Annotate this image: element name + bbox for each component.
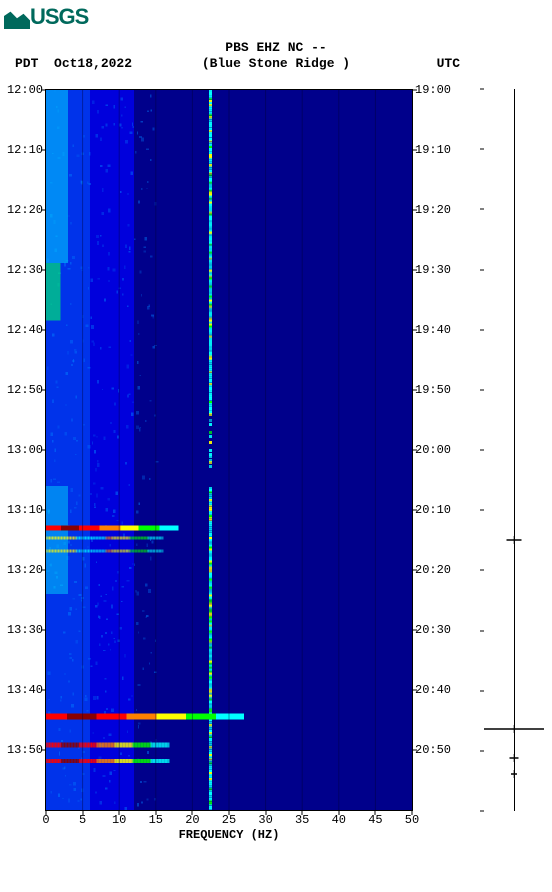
y-tick-right: 20:20	[415, 563, 451, 577]
seis-tick	[480, 329, 484, 330]
y-tick-right: 20:30	[415, 623, 451, 637]
seismograph-event	[484, 528, 544, 530]
y-tick-left: 13:00	[7, 443, 43, 457]
seis-tick	[480, 570, 484, 571]
seis-tick	[480, 811, 484, 812]
y-tick-right: 20:10	[415, 503, 451, 517]
seismograph-strip	[484, 89, 544, 811]
y-tick-left: 13:20	[7, 563, 43, 577]
y-tick-right: 19:20	[415, 203, 451, 217]
y-tick-left: 12:00	[7, 83, 43, 97]
seis-tick	[480, 89, 484, 90]
seismograph-event	[484, 762, 544, 764]
spectrogram-canvas	[46, 90, 412, 810]
x-tick: 5	[79, 813, 86, 827]
seis-tick	[480, 389, 484, 390]
tz-right: UTC	[437, 56, 460, 71]
y-tick-right: 19:50	[415, 383, 451, 397]
y-tick-left: 12:10	[7, 143, 43, 157]
x-tick: 0	[42, 813, 49, 827]
chart-title: PBS EHZ NC --	[0, 40, 552, 55]
x-tick: 20	[185, 813, 199, 827]
seismograph-event	[484, 746, 544, 748]
logo-text: USGS	[30, 4, 88, 29]
x-tick: 25	[222, 813, 236, 827]
y-tick-left: 13:10	[7, 503, 43, 517]
x-tick: 45	[368, 813, 382, 827]
seis-tick	[480, 450, 484, 451]
seismograph-baseline	[514, 89, 515, 811]
y-tick-left: 12:50	[7, 383, 43, 397]
usgs-logo: USGS	[4, 4, 88, 30]
y-tick-right: 19:10	[415, 143, 451, 157]
x-tick: 40	[332, 813, 346, 827]
wave-icon	[4, 7, 30, 29]
seis-tick	[480, 750, 484, 751]
x-axis-label: FREQUENCY (HZ)	[179, 828, 280, 842]
x-tick: 10	[112, 813, 126, 827]
x-tick: 15	[149, 813, 163, 827]
y-tick-left: 12:20	[7, 203, 43, 217]
x-tick: 50	[405, 813, 419, 827]
seis-tick	[480, 630, 484, 631]
y-tick-left: 13:30	[7, 623, 43, 637]
seis-tick	[480, 690, 484, 691]
y-tick-right: 19:40	[415, 323, 451, 337]
y-tick-right: 20:00	[415, 443, 451, 457]
x-tick: 30	[258, 813, 272, 827]
seis-tick	[480, 269, 484, 270]
seis-tick	[480, 209, 484, 210]
seis-tick	[480, 149, 484, 150]
spectrogram-plot: 12:0012:1012:2012:3012:4012:5013:0013:10…	[45, 89, 413, 811]
x-tick: 35	[295, 813, 309, 827]
seis-tick	[480, 510, 484, 511]
chart-subtitle: (Blue Stone Ridge )	[0, 56, 552, 71]
y-tick-right: 20:50	[415, 743, 451, 757]
y-tick-left: 13:50	[7, 743, 43, 757]
y-tick-left: 12:40	[7, 323, 43, 337]
y-tick-right: 19:00	[415, 83, 451, 97]
seismograph-event	[484, 717, 544, 719]
y-tick-right: 19:30	[415, 263, 451, 277]
y-tick-left: 12:30	[7, 263, 43, 277]
y-tick-left: 13:40	[7, 683, 43, 697]
y-tick-right: 20:40	[415, 683, 451, 697]
